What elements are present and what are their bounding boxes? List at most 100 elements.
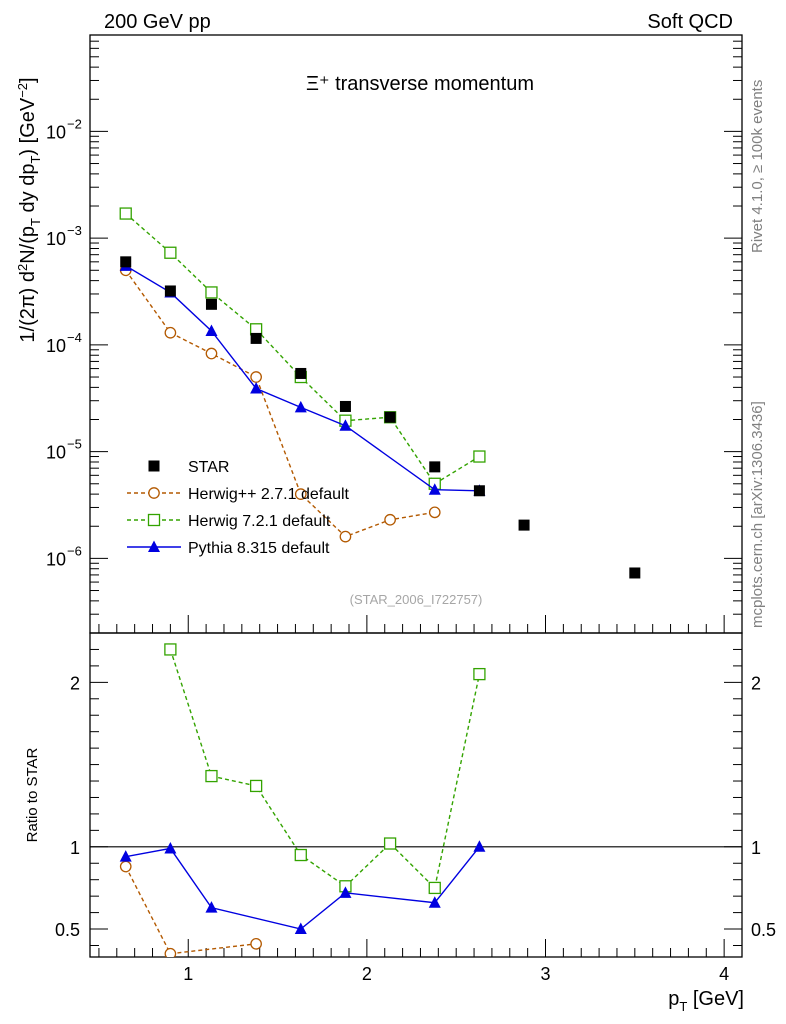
ratio-point <box>473 840 486 852</box>
data-point <box>205 298 217 310</box>
legend: STAR Herwig++ 2.7.1 default Herwig 7.2.1 d… <box>127 459 350 557</box>
data-point <box>629 567 641 579</box>
legend-marker <box>148 487 160 499</box>
data-point <box>164 246 177 259</box>
ratio-point <box>383 837 397 850</box>
data-point <box>384 411 396 423</box>
ratio-point <box>119 850 132 862</box>
data-point <box>518 519 530 531</box>
data-point <box>294 488 307 500</box>
data-point <box>473 485 485 497</box>
data-point <box>473 450 486 463</box>
y-tick-label: 10 <box>46 336 66 356</box>
ratio-plot-frame <box>89 632 743 958</box>
ratio-point <box>205 769 218 783</box>
data-point <box>250 332 262 344</box>
y-tick-exponent: −4 <box>67 330 82 345</box>
data-point <box>119 207 132 220</box>
main-y-ticks: 10−610−510−410−310−2 <box>46 34 742 634</box>
series-line <box>125 265 480 492</box>
ratio-point <box>250 937 262 950</box>
legend-label: STAR <box>188 459 229 476</box>
data-point <box>164 285 176 297</box>
series-herwig7 <box>119 207 486 490</box>
data-point <box>205 286 218 299</box>
data-point <box>339 400 351 412</box>
main-title: Ξ⁺ transverse momentum <box>306 73 534 95</box>
ratio-y-tick-label-right: 0.5 <box>751 920 776 940</box>
ratio-y-tick-label-right: 2 <box>751 673 761 693</box>
data-point <box>250 371 262 383</box>
y-tick-exponent: −6 <box>67 543 82 558</box>
y-tick-exponent: −2 <box>67 116 82 131</box>
ratio-point <box>164 643 177 656</box>
x-tick-label: 3 <box>540 964 550 984</box>
ratio-ylabel: Ratio to STAR <box>24 747 41 842</box>
data-point <box>339 419 352 431</box>
data-point <box>250 382 263 394</box>
main-series <box>119 207 641 579</box>
main-panel: Ξ⁺ transverse momentum (STAR_2006_I72275… <box>15 34 743 634</box>
header-right: Soft QCD <box>647 11 733 33</box>
series-line <box>125 213 480 485</box>
y-tick-label: 10 <box>46 229 66 249</box>
ratio-point <box>294 922 307 935</box>
legend-marker <box>148 540 160 552</box>
ratio-y-tick-label: 0.5 <box>55 920 80 940</box>
data-point <box>205 324 218 336</box>
ratio-series-pythia <box>119 840 486 935</box>
ratio-point <box>294 848 307 862</box>
ratio-y-tick-label: 1 <box>70 838 80 858</box>
mcplots-label: mcplots.cern.ch [arXiv:1306.3436] <box>749 401 766 628</box>
data-point <box>339 530 352 543</box>
ratio-point <box>249 779 263 793</box>
ratio-point <box>428 896 441 908</box>
header-left: 200 GeV pp <box>104 11 211 33</box>
legend-label: Pythia 8.315 default <box>188 540 330 557</box>
data-point <box>294 400 307 413</box>
data-point <box>120 256 132 268</box>
series-herwigpp <box>119 264 441 543</box>
main-ylabel: 1/(2π) d2N/(pT dy dpT) [GeV−2] <box>15 77 43 342</box>
ratio-line <box>169 649 481 890</box>
ratio-y-tick-label: 2 <box>70 673 80 693</box>
ratio-line <box>125 866 257 955</box>
ratio-clipped <box>119 643 486 957</box>
ratio-series <box>119 643 486 957</box>
ratio-point <box>473 667 486 681</box>
series-line <box>125 269 435 538</box>
x-tick-label: 2 <box>362 964 372 984</box>
y-tick-label: 10 <box>46 122 66 142</box>
ratio-series-herwig7 <box>164 643 486 895</box>
ratio-series-herwigpp <box>119 860 262 957</box>
legend-label: Herwig++ 2.7.1 default <box>188 486 350 503</box>
data-point <box>429 461 441 473</box>
series-data <box>120 256 641 579</box>
data-point <box>428 506 441 519</box>
data-point <box>205 347 218 360</box>
ratio-panel: Ratio to STAR pT [GeV] 0.5 0.5 1 1 2 2 1 2 3 4 <box>24 615 776 1014</box>
y-tick-label: 10 <box>46 443 66 463</box>
y-tick-exponent: −3 <box>67 223 82 238</box>
x-axis-label: pT [GeV] <box>668 988 744 1014</box>
rivet-label: Rivet 4.1.0, ≥ 100k events <box>749 80 766 253</box>
data-point <box>295 367 307 379</box>
ratio-point <box>164 841 177 854</box>
data-point <box>384 513 396 526</box>
ratio-point <box>119 860 132 873</box>
ratio-point <box>205 901 218 913</box>
x-tick-label: 1 <box>183 964 193 984</box>
data-point <box>164 326 177 339</box>
x-tick-label: 4 <box>719 964 729 984</box>
data-point <box>428 483 441 495</box>
y-tick-exponent: −5 <box>67 437 82 452</box>
ratio-point <box>339 886 352 898</box>
legend-marker <box>148 460 160 472</box>
ratio-point <box>164 947 177 957</box>
ratio-point <box>428 881 441 895</box>
analysis-watermark: (STAR_2006_I722757) <box>350 592 483 607</box>
legend-marker <box>147 513 161 527</box>
y-tick-label: 10 <box>46 549 66 569</box>
legend-label: Herwig 7.2.1 default <box>188 513 331 530</box>
